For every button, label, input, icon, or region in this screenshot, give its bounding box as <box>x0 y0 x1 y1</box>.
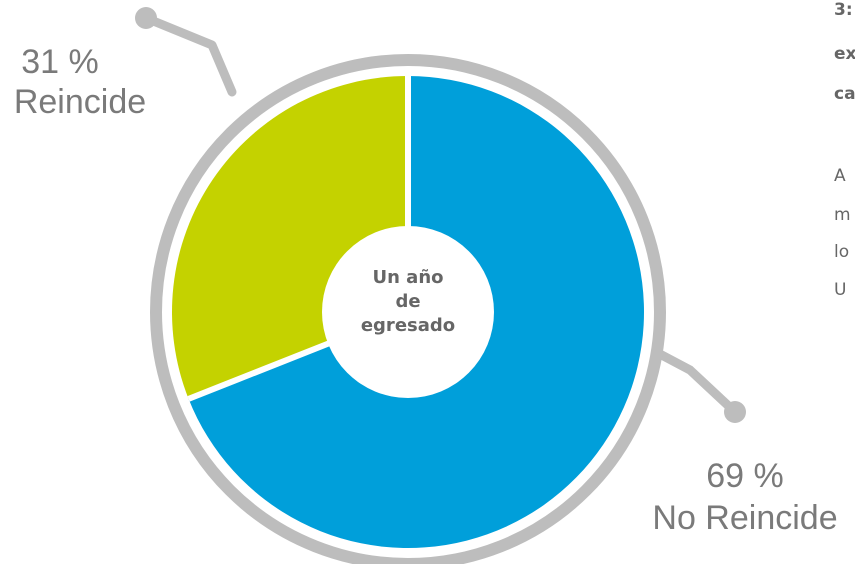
category-label: Reincide <box>14 83 146 121</box>
side-text: 3: <box>834 0 853 20</box>
side-text: lo <box>834 242 849 262</box>
connectors <box>141 13 740 417</box>
center-hole <box>322 226 494 398</box>
connector-dot <box>724 401 746 423</box>
side-text: A <box>834 166 846 186</box>
side-text: m <box>834 205 851 225</box>
connector-no-reincide <box>651 347 740 417</box>
side-text: ca <box>834 84 855 104</box>
outer-ring <box>150 54 666 564</box>
side-text: U <box>834 280 846 300</box>
side-text: ex <box>834 44 855 64</box>
value-label: 31 % <box>21 43 99 81</box>
connector-reincide <box>141 13 237 97</box>
center-label: Un año <box>372 267 443 288</box>
category-label: No Reincide <box>652 499 837 537</box>
center-label: egresado <box>361 315 455 336</box>
center-label: de <box>395 291 420 312</box>
value-label: 69 % <box>706 457 784 495</box>
connector-dot <box>135 7 157 29</box>
